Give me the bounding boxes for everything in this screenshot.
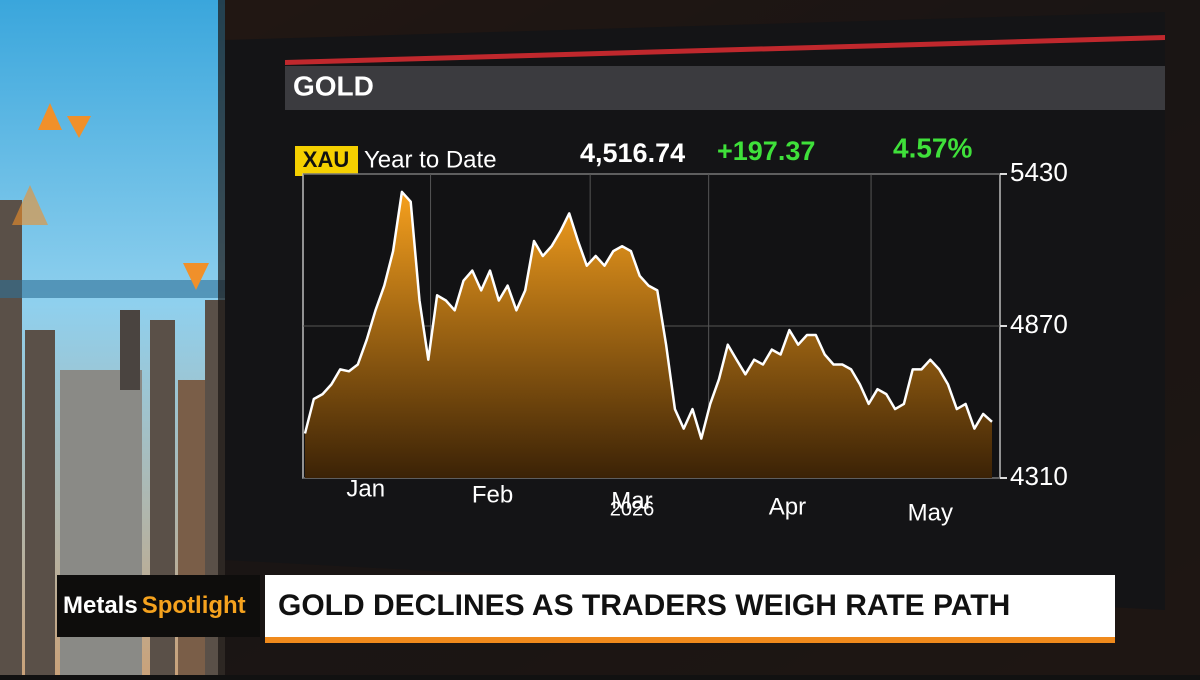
panel-accent (285, 35, 1165, 65)
x-year-label: 2026 (610, 498, 655, 520)
line (303, 190, 993, 440)
pct-change: 4.57% (893, 132, 972, 163)
x-tick-label: May (908, 499, 953, 526)
y-tick-label: 4310 (1010, 461, 1068, 491)
headline: GOLD DECLINES AS TRADERS WEIGH RATE PATH (278, 589, 1010, 622)
symbol-badge (295, 146, 358, 176)
headline-bar (265, 575, 1115, 637)
show-name-1: Metals (63, 592, 138, 619)
x-tick-label: Jan (346, 475, 385, 502)
y-tick-label: 5430 (1010, 157, 1068, 187)
y-tick-label: 4870 (1010, 309, 1068, 339)
symbol: XAU (303, 147, 349, 172)
headline-underline (265, 637, 1115, 643)
chart-title: GOLD (293, 70, 374, 101)
show-name-2: Spotlight (142, 592, 246, 619)
area (305, 191, 992, 478)
period: Year to Date (364, 146, 497, 173)
net-change: +197.37 (717, 136, 815, 166)
show-box (57, 575, 260, 637)
x-tick-label: Feb (472, 481, 513, 508)
panel-header (285, 66, 1165, 110)
x-tick-label: Mar (611, 487, 652, 514)
x-tick-label: Apr (769, 493, 806, 520)
decor-triangles (12, 103, 209, 290)
show-name: Metals Spotlight (63, 592, 246, 619)
last-price: 4,516.74 (580, 138, 685, 168)
river (0, 280, 225, 298)
